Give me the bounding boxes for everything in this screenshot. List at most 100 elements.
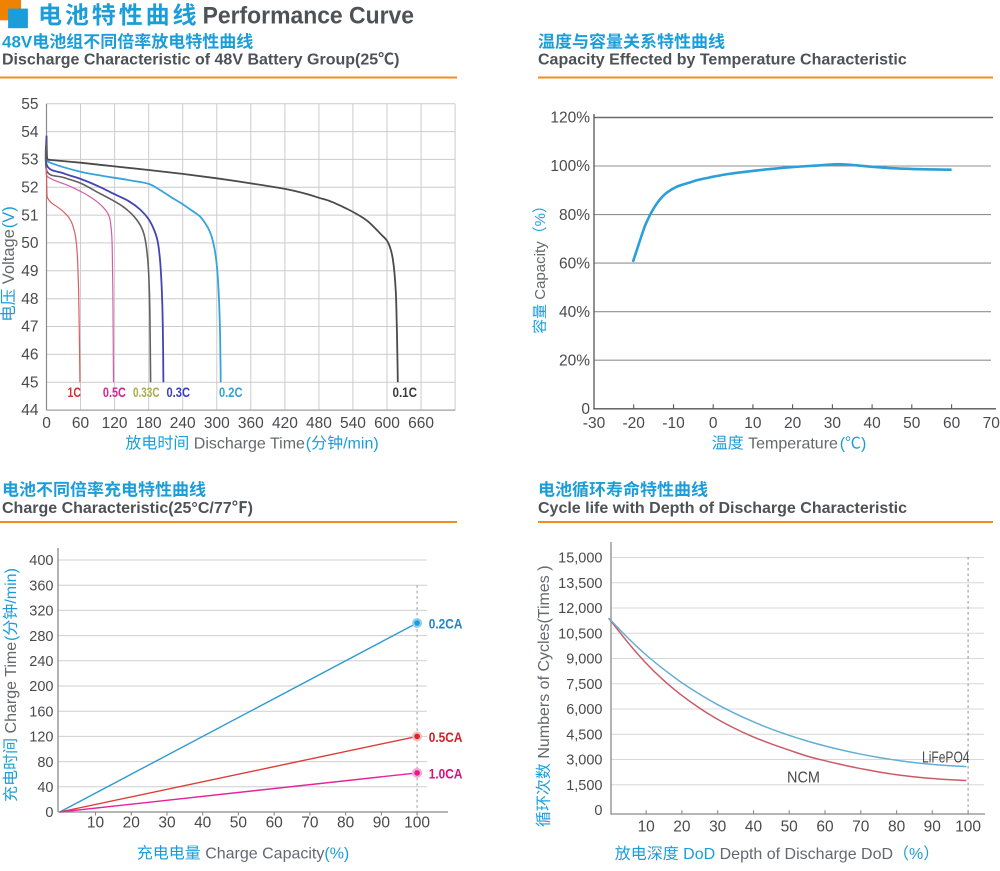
svg-text:LiFePO4: LiFePO4 <box>922 750 970 767</box>
svg-text:46: 46 <box>21 347 38 364</box>
svg-text:180: 180 <box>136 415 162 432</box>
svg-text:DoD: DoD <box>679 846 720 863</box>
svg-text:4,500: 4,500 <box>566 728 602 744</box>
svg-text:3,000: 3,000 <box>566 753 602 769</box>
svg-text:360: 360 <box>29 578 53 594</box>
svg-text:10: 10 <box>87 815 105 832</box>
svg-text:0.3C: 0.3C <box>167 384 191 400</box>
svg-text:40: 40 <box>863 415 881 432</box>
svg-text:9,000: 9,000 <box>566 652 602 668</box>
svg-text:(V): (V) <box>0 206 18 228</box>
svg-text:200: 200 <box>29 679 53 695</box>
svg-text:/min): /min) <box>343 436 379 453</box>
svg-text:1C: 1C <box>68 384 82 400</box>
svg-text:70: 70 <box>301 815 319 832</box>
svg-text:7,500: 7,500 <box>566 677 602 693</box>
svg-text:%: % <box>532 213 549 226</box>
svg-text:): ) <box>394 52 399 69</box>
svg-text:-20: -20 <box>622 415 645 432</box>
svg-text:Voltage: Voltage <box>0 229 18 284</box>
svg-text:48: 48 <box>21 291 38 308</box>
svg-text:): ) <box>861 436 866 453</box>
svg-text:660: 660 <box>408 415 434 432</box>
svg-text:80: 80 <box>888 818 906 835</box>
svg-text:0.33C: 0.33C <box>133 384 160 400</box>
svg-text:0.1C: 0.1C <box>393 384 418 400</box>
svg-text:20: 20 <box>784 415 802 432</box>
svg-text:280: 280 <box>29 629 53 645</box>
svg-text:10: 10 <box>638 818 656 835</box>
svg-text:Charge Capacity: Charge Capacity <box>205 846 324 863</box>
svg-text:100: 100 <box>955 818 981 835</box>
svg-text:40%: 40% <box>559 304 590 321</box>
svg-text:30: 30 <box>158 815 176 832</box>
svg-text:50: 50 <box>230 815 248 832</box>
svg-text:0.5CA: 0.5CA <box>429 729 463 745</box>
svg-text:0: 0 <box>42 415 51 432</box>
svg-text:120%: 120% <box>550 110 590 127</box>
svg-text:53: 53 <box>21 152 38 169</box>
svg-text:Cycle life with Depth of Disch: Cycle life with Depth of Discharge Chara… <box>538 500 907 517</box>
svg-text:10: 10 <box>744 415 762 432</box>
svg-text:/min): /min) <box>3 568 20 604</box>
svg-text:320: 320 <box>29 604 53 620</box>
svg-text:49: 49 <box>21 263 38 280</box>
svg-text:Charge Time: Charge Time <box>3 642 20 734</box>
svg-text:12,000: 12,000 <box>558 601 602 617</box>
svg-text:1,500: 1,500 <box>566 778 602 794</box>
svg-text:-10: -10 <box>662 415 685 432</box>
svg-text:48V: 48V <box>2 33 33 52</box>
svg-text:100%: 100% <box>550 158 590 175</box>
svg-text:60: 60 <box>943 415 961 432</box>
svg-text:60%: 60% <box>559 255 590 272</box>
svg-text:80: 80 <box>337 815 355 832</box>
svg-text:Discharge Characteristic of 48: Discharge Characteristic of 48V Battery … <box>2 52 378 69</box>
svg-text:480: 480 <box>306 415 332 432</box>
svg-text:300: 300 <box>204 415 230 432</box>
svg-text:Discharge Time: Discharge Time <box>194 436 305 453</box>
svg-text:Numbers of Cycles(Times ): Numbers of Cycles(Times ) <box>536 565 553 758</box>
svg-text:30: 30 <box>824 415 842 432</box>
svg-text:-30: -30 <box>583 415 606 432</box>
svg-text:20: 20 <box>673 818 691 835</box>
svg-text:240: 240 <box>29 654 53 670</box>
svg-text:60: 60 <box>266 815 284 832</box>
svg-text:50: 50 <box>21 235 39 252</box>
svg-text:51: 51 <box>21 207 38 224</box>
svg-text:20: 20 <box>123 815 141 832</box>
svg-text:120: 120 <box>29 730 53 746</box>
svg-text:1.0CA: 1.0CA <box>429 765 463 781</box>
svg-text:30: 30 <box>709 818 727 835</box>
svg-text:50: 50 <box>781 818 799 835</box>
svg-text:50: 50 <box>903 415 921 432</box>
svg-text:70: 70 <box>852 818 870 835</box>
svg-text:0.2CA: 0.2CA <box>429 615 463 631</box>
svg-text:160: 160 <box>29 704 53 720</box>
svg-text:40: 40 <box>194 815 212 832</box>
svg-text:0.5C: 0.5C <box>103 384 126 400</box>
svg-text:15,000: 15,000 <box>558 551 602 567</box>
svg-text:60: 60 <box>816 818 834 835</box>
svg-text:80%: 80% <box>559 207 590 224</box>
svg-text:NCM: NCM <box>787 770 820 787</box>
svg-text:): ) <box>248 500 253 517</box>
svg-text:(: ( <box>3 635 20 641</box>
svg-text:55: 55 <box>21 96 38 113</box>
svg-text:Charge Characteristic(25°C/77: Charge Characteristic(25°C/77 <box>2 500 232 517</box>
svg-text:60: 60 <box>72 415 90 432</box>
svg-text:(%): (%) <box>324 846 349 863</box>
svg-text:120: 120 <box>102 415 128 432</box>
svg-text:240: 240 <box>170 415 196 432</box>
svg-text:360: 360 <box>238 415 264 432</box>
svg-text:90: 90 <box>924 818 942 835</box>
svg-text:40: 40 <box>37 780 53 796</box>
svg-text:54: 54 <box>21 124 39 141</box>
svg-text:0: 0 <box>581 401 590 418</box>
svg-text:(: ( <box>840 436 846 453</box>
svg-text:0: 0 <box>709 415 718 432</box>
svg-text:0: 0 <box>45 805 53 821</box>
svg-text:6,000: 6,000 <box>566 702 602 718</box>
svg-text:90: 90 <box>373 815 391 832</box>
svg-text:Capacity: Capacity <box>532 241 549 300</box>
svg-text:0.2C: 0.2C <box>219 384 243 400</box>
